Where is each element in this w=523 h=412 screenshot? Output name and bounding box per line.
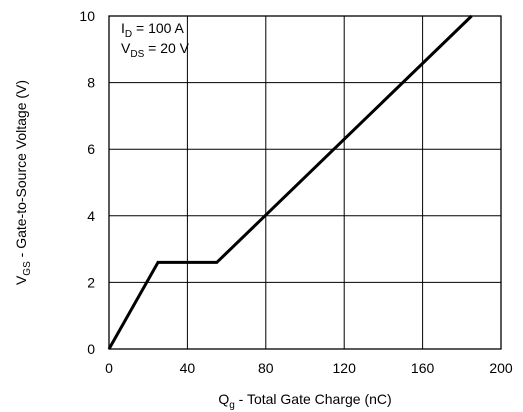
x-tick-label: 80 xyxy=(258,360,274,376)
y-tick-label: 6 xyxy=(87,141,95,157)
x-tick-label: 0 xyxy=(105,360,113,376)
x-tick-label: 120 xyxy=(333,360,357,376)
y-tick-label: 2 xyxy=(87,274,95,290)
x-tick-labels: 0 40 80 120 160 200 xyxy=(105,360,513,376)
y-tick-label: 10 xyxy=(79,8,95,24)
x-axis-label: Qg - Total Gate Charge (nC) xyxy=(218,391,391,411)
x-tick-label: 160 xyxy=(411,360,435,376)
x-tick-label: 40 xyxy=(180,360,196,376)
series-group xyxy=(107,14,473,350)
y-tick-labels: 0 2 4 6 8 10 xyxy=(79,8,95,357)
x-tick-label: 200 xyxy=(489,360,513,376)
y-tick-label: 0 xyxy=(87,341,95,357)
y-axis-label: VGS - Gate-to-Source Voltage (V) xyxy=(13,80,33,285)
y-tick-label: 8 xyxy=(87,75,95,91)
y-tick-label: 4 xyxy=(87,208,95,224)
plot-frame xyxy=(108,15,502,350)
annotation-vds: VDS = 20 V xyxy=(121,40,190,60)
annotation-id: ID = 100 A xyxy=(121,20,185,40)
series-line xyxy=(107,14,473,350)
